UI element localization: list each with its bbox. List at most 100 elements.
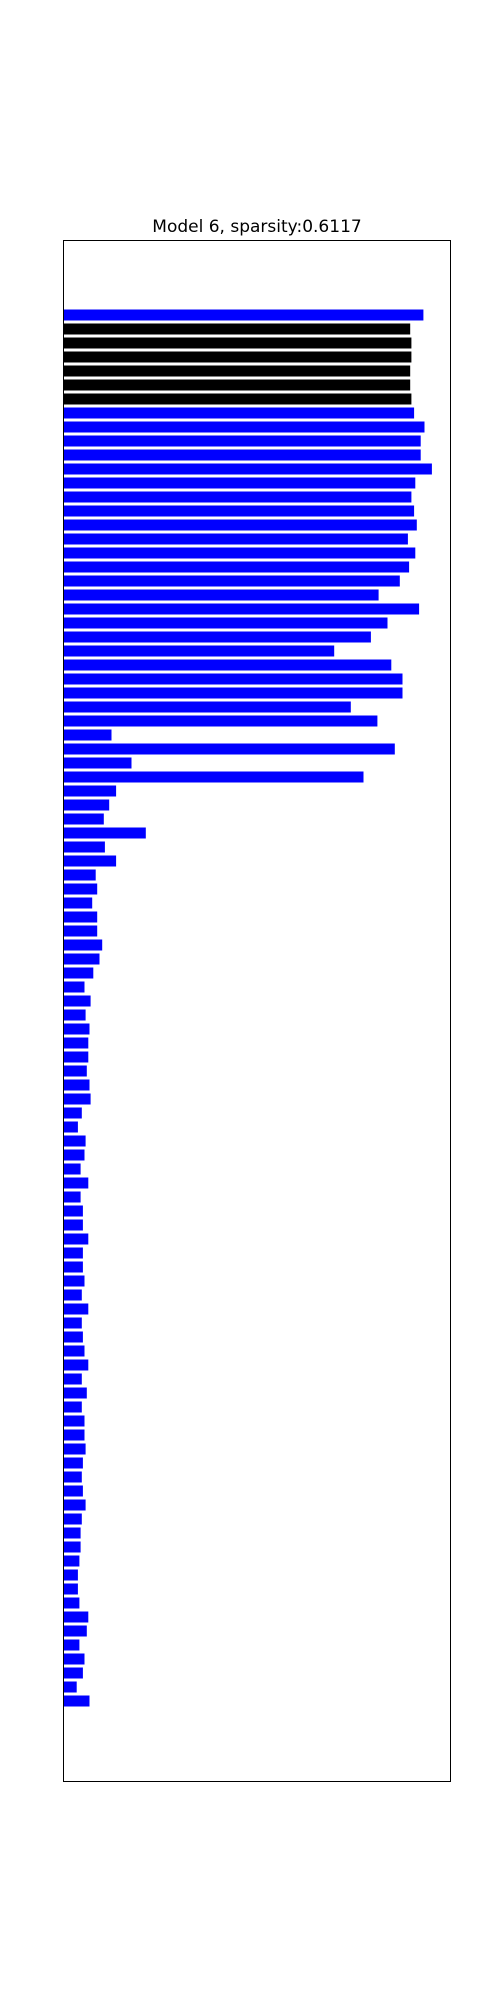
bar-90 <box>64 1569 78 1581</box>
bar-91 <box>64 1583 78 1595</box>
bar-77 <box>64 1387 87 1399</box>
bar-68 <box>64 1261 83 1273</box>
bar-69 <box>64 1275 85 1287</box>
bar-52 <box>64 1037 89 1049</box>
bar-18 <box>64 561 410 573</box>
bar-70 <box>64 1289 82 1301</box>
bar-43 <box>64 911 98 923</box>
bar-82 <box>64 1457 83 1469</box>
bar-54 <box>64 1065 87 1077</box>
bar-65 <box>64 1219 83 1231</box>
chart-title: Model 6, sparsity:0.6117 <box>152 217 361 237</box>
bar-8 <box>64 421 425 433</box>
bar-24 <box>64 645 335 657</box>
bar-56 <box>64 1093 91 1105</box>
bar-67 <box>64 1247 83 1259</box>
bar-33 <box>64 771 364 783</box>
bar-11 <box>64 463 432 475</box>
bar-6 <box>64 393 412 405</box>
bar-3 <box>64 351 412 363</box>
bar-72 <box>64 1317 82 1329</box>
bar-38 <box>64 841 105 853</box>
bar-63 <box>64 1191 81 1203</box>
bar-79 <box>64 1415 85 1427</box>
bar-53 <box>64 1051 89 1063</box>
bar-46 <box>64 953 100 965</box>
bar-2 <box>64 337 412 349</box>
bar-5 <box>64 379 411 391</box>
bar-22 <box>64 617 388 629</box>
bar-98 <box>64 1681 77 1693</box>
bar-13 <box>64 491 412 503</box>
bar-83 <box>64 1471 82 1483</box>
bar-49 <box>64 995 91 1007</box>
bar-41 <box>64 883 98 895</box>
bar-45 <box>64 939 103 951</box>
bar-12 <box>64 477 416 489</box>
bar-1 <box>64 323 411 335</box>
bar-74 <box>64 1345 85 1357</box>
bar-58 <box>64 1121 78 1133</box>
bar-34 <box>64 785 117 797</box>
bar-55 <box>64 1079 90 1091</box>
bar-93 <box>64 1611 89 1623</box>
bar-0 <box>64 309 424 321</box>
bar-42 <box>64 897 93 909</box>
bar-64 <box>64 1205 83 1217</box>
bar-73 <box>64 1331 83 1343</box>
bar-86 <box>64 1513 82 1525</box>
bar-59 <box>64 1135 86 1147</box>
bar-95 <box>64 1639 80 1651</box>
bar-89 <box>64 1555 80 1567</box>
bar-60 <box>64 1149 85 1161</box>
bar-94 <box>64 1625 87 1637</box>
bar-81 <box>64 1443 86 1455</box>
bar-26 <box>64 673 403 685</box>
bar-15 <box>64 519 417 531</box>
bar-32 <box>64 757 132 769</box>
bar-61 <box>64 1163 81 1175</box>
bar-21 <box>64 603 420 615</box>
bar-23 <box>64 631 371 643</box>
bar-85 <box>64 1499 86 1511</box>
bar-57 <box>64 1107 82 1119</box>
bar-66 <box>64 1233 89 1245</box>
bar-19 <box>64 575 400 587</box>
bar-76 <box>64 1373 82 1385</box>
bar-80 <box>64 1429 85 1441</box>
plot-frame <box>63 240 451 1782</box>
bar-50 <box>64 1009 86 1021</box>
bar-47 <box>64 967 94 979</box>
bar-29 <box>64 715 378 727</box>
bar-84 <box>64 1485 83 1497</box>
bar-4 <box>64 365 411 377</box>
bar-36 <box>64 813 104 825</box>
bar-48 <box>64 981 85 993</box>
bar-62 <box>64 1177 89 1189</box>
bar-37 <box>64 827 146 839</box>
bar-99 <box>64 1695 90 1707</box>
bar-96 <box>64 1653 85 1665</box>
bar-17 <box>64 547 416 559</box>
bar-51 <box>64 1023 90 1035</box>
bar-31 <box>64 743 395 755</box>
bar-25 <box>64 659 392 671</box>
bar-20 <box>64 589 379 601</box>
bar-30 <box>64 729 112 741</box>
bar-40 <box>64 869 96 881</box>
bar-9 <box>64 435 421 447</box>
bar-71 <box>64 1303 89 1315</box>
bar-28 <box>64 701 351 713</box>
bar-39 <box>64 855 117 867</box>
bar-92 <box>64 1597 80 1609</box>
bar-35 <box>64 799 110 811</box>
bar-14 <box>64 505 415 517</box>
bar-78 <box>64 1401 82 1413</box>
bar-7 <box>64 407 415 419</box>
bar-97 <box>64 1667 83 1679</box>
bar-88 <box>64 1541 81 1553</box>
bar-87 <box>64 1527 81 1539</box>
bar-27 <box>64 687 403 699</box>
bars-group <box>64 309 432 1707</box>
